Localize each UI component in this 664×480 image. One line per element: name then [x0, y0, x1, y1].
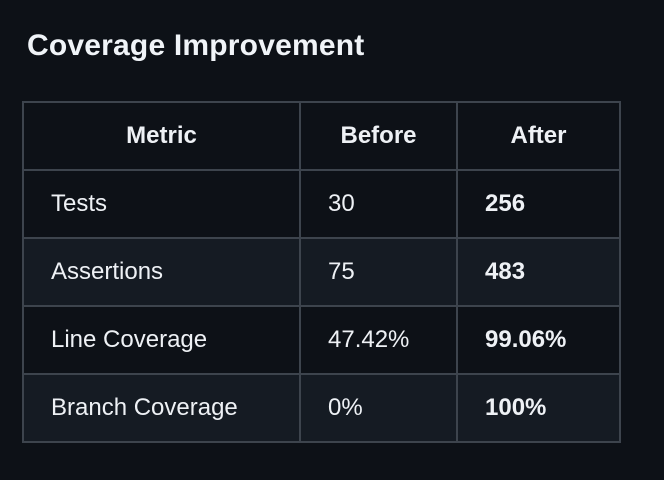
metric-cell: Tests [22, 169, 301, 239]
table-row-tests: Tests 30 256 [22, 169, 621, 239]
before-cell: 0% [299, 373, 458, 443]
after-cell: 99.06% [456, 305, 621, 375]
page-title: Coverage Improvement [27, 29, 365, 62]
column-header-after: After [456, 101, 621, 171]
after-cell: 256 [456, 169, 621, 239]
table-row-branch-coverage: Branch Coverage 0% 100% [22, 373, 621, 443]
metric-cell: Branch Coverage [22, 373, 301, 443]
column-header-metric: Metric [22, 101, 301, 171]
table-row-assertions: Assertions 75 483 [22, 237, 621, 307]
metric-cell: Assertions [22, 237, 301, 307]
column-header-before: Before [299, 101, 458, 171]
before-cell: 75 [299, 237, 458, 307]
table-header-row: Metric Before After [22, 101, 621, 171]
metric-cell: Line Coverage [22, 305, 301, 375]
before-cell: 47.42% [299, 305, 458, 375]
after-cell: 483 [456, 237, 621, 307]
before-cell: 30 [299, 169, 458, 239]
table-row-line-coverage: Line Coverage 47.42% 99.06% [22, 305, 621, 375]
coverage-table: Metric Before After Tests 30 256 Asserti… [22, 101, 621, 443]
after-cell: 100% [456, 373, 621, 443]
